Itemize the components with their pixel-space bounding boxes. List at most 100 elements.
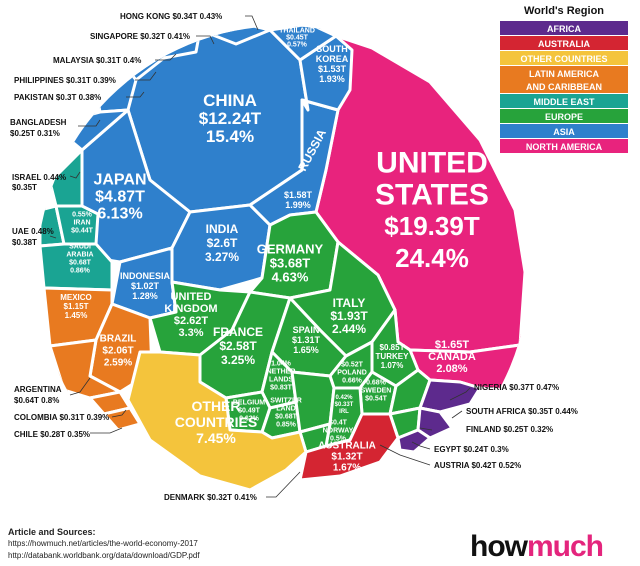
cell-label-other-line-0: OTHER [192,398,241,414]
cell-label-indonesia-line-1: $1.02T [131,281,160,291]
cell-label-germany-line-2: 4.63% [272,270,309,285]
cell-label-india-line-0: INDIA [206,222,239,236]
legend-title: World's Region [524,5,604,17]
callout-egypt: EGYPT $0.24T 0.3% [434,445,509,454]
callout-israel-value: $0.35T [12,183,37,192]
sources-title: Article and Sources: [8,527,96,537]
cell-label-korea-line-0: SOUTH [316,44,348,54]
cell-label-ireland-line-1: $0.33T [335,402,354,408]
cell-label-italy-line-1: $1.93T [330,309,368,323]
cell-label-japan-line-1: $4.87T [95,189,145,206]
cell-label-turkey-line-0: $0.85T [380,343,405,352]
sources-link-1[interactable]: https://howmuch.net/articles/the-world-e… [8,539,198,548]
cell-label-swiss-line-2: $0.68T [275,413,298,420]
legend-label-3-0: LATIN AMERICA [529,69,599,79]
callout-pakistan: PAKISTAN $0.3T 0.38% [14,93,101,102]
cell-label-swiss-line-3: 0.85% [276,421,297,428]
howmuch-logo: howmuch [470,530,604,564]
legend-label-6: ASIA [553,127,575,137]
cell-label-other-line-2: 7.45% [196,430,236,446]
cell-egypt [396,428,432,454]
callout-malaysia: MALAYSIA $0.31T 0.4% [53,56,141,65]
cell-label-turkey-line-2: 1.07% [381,361,404,370]
cell-label-spain-line-0: SPAIN [293,325,320,335]
legend-label-2: OTHER COUNTRIES [520,54,607,64]
cell-label-poland-line-0: $0.52T [341,361,364,368]
cell-label-belgium-line-1: $0.49T [238,407,261,414]
legend-swatch-0 [500,21,628,35]
cell-label-us-line-1: STATES [375,179,489,212]
cell-label-saudi-line-3: 0.86% [70,267,91,274]
legend-label-3-1: AND CARIBBEAN [526,82,602,92]
cell-australia [298,412,400,482]
cell-label-korea-line-3: 1.93% [319,74,345,84]
cell-label-norway-line-2: 0.5% [330,435,347,442]
callout-austria: AUSTRIA $0.42T 0.52% [434,461,521,470]
cell-label-us-line-2: $19.39T [384,211,480,241]
cell-label-norway-line-0: $0.4T [329,419,348,426]
logo-text-1: how [470,530,528,563]
cell-label-turkey-line-1: TURKEY [376,352,410,361]
cell-label-brazil-line-2: 2.59% [104,358,132,369]
cell-label-germany-line-1: $3.68T [270,256,311,271]
cell-label-saudi-line-2: $0.68T [69,259,92,266]
callout-argentina-value: $0.64T 0.8% [14,396,59,405]
legend-label-4: MIDDLE EAST [533,97,595,107]
cell-label-italy-line-0: ITALY [333,296,366,310]
callout-singapore: SINGAPORE $0.32T 0.41% [90,32,190,41]
cell-label-sweden-line-2: $0.54T [365,395,388,402]
cell-label-china-line-0: CHINA [203,91,257,110]
cell-label-canada-line-0: $1.65T [435,339,470,351]
callout-south-africa: SOUTH AFRICA $0.35T 0.44% [466,407,578,416]
sources-block: Article and Sources: https://howmuch.net… [8,526,338,562]
callout-colombia: COLOMBIA $0.31T 0.39% [14,413,109,422]
callout-argentina-name: ARGENTINA [14,385,62,394]
cell-label-indonesia-line-2: 1.28% [132,291,158,301]
legend-swatch-7 [500,139,628,153]
cell-label-china-line-2: 15.4% [206,127,254,146]
cell-label-swiss-line-1: LAND [276,405,295,412]
cell-label-canada-line-1: CANADA [428,351,476,363]
cell-label-sweden-line-0: 0.68% [366,379,387,386]
legend-swatch-5 [500,109,628,123]
legend-swatch-1 [500,36,628,50]
cell-label-brazil-line-0: BRAZIL [100,334,137,345]
cell-label-iran-line-0: 0.55% [72,211,93,218]
cell-label-france-line-1: $2.58T [219,339,257,353]
cell-label-nether-line-3: $0.83T [270,384,293,391]
legend: World's Region AFRICA AUSTRALIA OTHER COUN… [500,5,628,153]
cell-label-mexico-line-2: 1.45% [65,311,88,320]
cell-south-korea [298,34,354,112]
sources-link-2[interactable]: http://databank.worldbank.org/data/downl… [8,551,200,560]
cell-label-thailand-line-2: 0.57% [287,41,308,48]
callout-hong-kong: HONG KONG $0.34T 0.43% [120,12,222,21]
cell-label-korea-line-2: $1.53T [318,64,347,74]
legend-swatch-3 [500,66,628,93]
cell-label-nether-line-1: NETHER [267,368,296,375]
legend-swatch-2 [500,51,628,65]
callout-denmark: DENMARK $0.32T 0.41% [164,493,257,502]
cell-label-spain-line-1: $1.31T [292,335,321,345]
logo-text-2: much [527,530,604,563]
cell-label-china-line-1: $12.24T [199,109,262,128]
cell-label-iran-line-1: IRAN [73,219,90,226]
callout-israel-name: ISRAEL 0.44% [12,173,66,182]
cell-label-australia-line-1: $1.32T [331,452,362,463]
cell-other-countries [126,350,308,492]
cell-label-sweden-line-1: SWEDEN [361,387,392,394]
cell-label-uk-line-2: $2.62T [174,315,209,327]
cell-label-ireland-line-2: IRL [339,409,349,415]
callout-lines [49,15,471,498]
cell-label-uk-line-3: 3.3% [178,327,203,339]
cell-label-india: INDIA$2.6T3.27% [205,222,239,264]
